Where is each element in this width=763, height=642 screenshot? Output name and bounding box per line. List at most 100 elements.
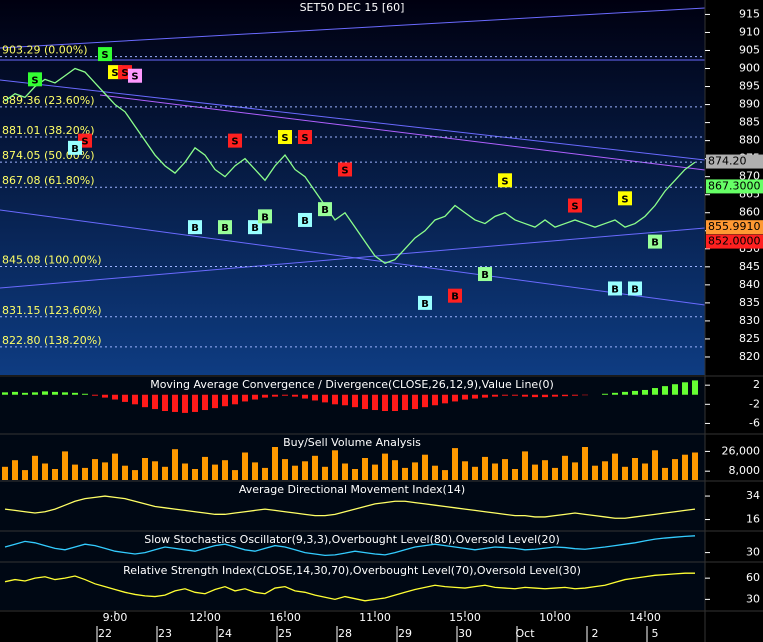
y-tick-label: 26,000 [722,444,761,457]
bar [632,458,638,480]
signal-label: B [221,223,229,234]
y-tick-label: 900 [739,62,760,75]
bar [92,459,98,480]
bar [362,458,368,480]
bar [642,389,648,395]
bar [612,392,618,395]
series-line [4,495,696,519]
bar [82,467,88,480]
bar [552,394,558,397]
bar [662,386,668,395]
bar [382,394,388,411]
bar [482,394,488,398]
signal-box [298,130,312,145]
bar [552,467,558,480]
y-tick-label: 915 [739,7,760,20]
y-tick-label: 895 [739,80,760,93]
bar [532,464,538,480]
bar [342,463,348,480]
bar [592,465,598,480]
bar [462,394,468,400]
bar [112,453,118,480]
y-tick-label: -6 [749,416,760,429]
signal-label: B [421,299,429,310]
panel-title: Average Directional Movement Index(14) [239,483,465,496]
bar [302,461,308,480]
bar [162,394,168,411]
y-tick-label: 16 [746,513,760,526]
fib-label: 845.08 (100.00%) [2,254,102,267]
bar [422,454,428,480]
bar [192,469,198,480]
bar [122,465,128,480]
y-tick-label: 820 [739,350,760,363]
signal-label: S [121,68,128,79]
bar [102,394,108,398]
bar [382,453,388,480]
date-label: 25 [278,627,292,640]
y-tick-label: -2 [749,397,760,410]
signal-box [628,281,642,296]
bar [462,461,468,480]
fib-label: 889.36 (23.60%) [2,94,95,107]
bar [682,382,688,395]
bar [222,394,228,407]
signal-label: B [251,223,259,234]
bar [542,394,548,398]
bar [452,448,458,480]
signal-box [128,68,142,83]
bar [372,394,378,411]
x-tick-label: 9:00 [103,611,128,624]
bar [32,455,38,480]
bar [492,463,498,480]
signal-label: S [281,133,288,144]
bar [572,394,578,396]
x-tick-label: 14:00 [629,611,661,624]
bar [102,462,108,480]
bar [352,469,358,480]
bar [512,469,518,480]
bar [22,392,28,395]
date-label: 30 [458,627,472,640]
bar [432,465,438,480]
bar [42,463,48,480]
price-tag [706,234,763,249]
bar [2,392,8,395]
bar [272,394,278,397]
signal-label: S [571,202,578,213]
bar [272,447,278,480]
bar [512,394,518,396]
bar [242,452,248,480]
bar [482,456,488,480]
bar [502,459,508,480]
bar [492,394,498,397]
price-tag-label: 867.3000 [708,179,761,192]
date-label: 22 [98,627,112,640]
bar [182,463,188,480]
signal-box [318,202,332,217]
bar [182,394,188,413]
bar [602,393,608,395]
y-tick-label: 60 [746,571,760,584]
date-label: Oct [515,627,535,640]
bar [172,394,178,412]
y-tick-label: 30 [746,546,760,559]
signal-box [478,267,492,282]
signal-label: B [301,216,309,227]
bar [412,394,418,410]
bar [452,394,458,402]
signal-box [68,140,82,155]
fib-label: 831.15 (123.60%) [2,304,102,317]
bar [202,394,208,411]
bar [82,393,88,395]
signal-label: B [71,144,79,155]
signal-label: B [651,238,659,249]
signal-box [618,191,632,206]
bar [472,466,478,480]
signal-label: B [481,270,489,281]
bar [22,470,28,480]
bar [522,451,528,480]
main-panel [0,0,705,375]
bar [662,467,668,480]
